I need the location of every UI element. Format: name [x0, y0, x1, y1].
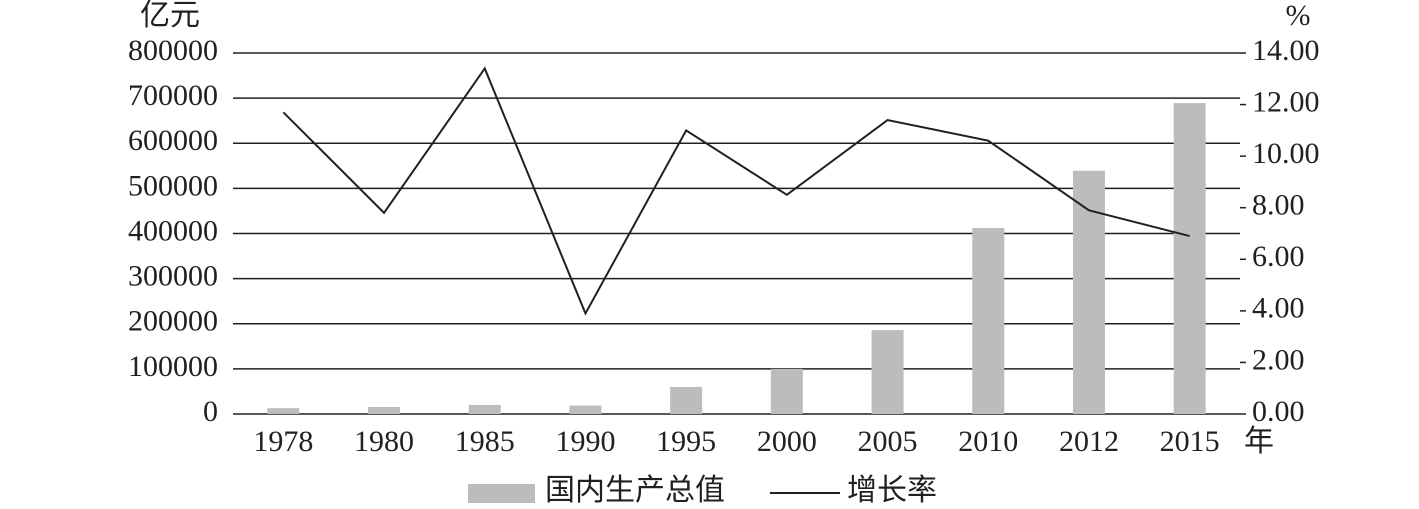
bar: [972, 228, 1005, 414]
x-tick-label: 2012: [1059, 425, 1119, 458]
y2-tick-label: 10.00: [1252, 137, 1320, 170]
legend-label: 国内生产总值: [545, 474, 725, 507]
x-tick-label: 1980: [354, 425, 414, 458]
x-tick-label: 2005: [858, 425, 918, 458]
x-tick-label: 1990: [555, 425, 615, 458]
y-tick-label: 400000: [128, 214, 218, 247]
y-unit: 亿元: [140, 0, 200, 32]
legend-swatch: [468, 484, 535, 503]
y-tick-label: 500000: [128, 169, 218, 202]
y2-tick-label: 4.00: [1252, 292, 1305, 325]
line: [282, 66, 1190, 316]
x-unit: 年: [1244, 425, 1274, 458]
y2-tick-label: 0.00: [1252, 395, 1305, 428]
bar: [871, 330, 904, 414]
bar: [569, 405, 602, 414]
y2-tick-label: 12.00: [1252, 85, 1320, 118]
x-tick-label: 1978: [253, 425, 313, 458]
y2-tick-label: 2.00: [1252, 343, 1305, 376]
bar: [267, 408, 300, 414]
legend-label: 增长率: [847, 474, 937, 507]
y-tick-label: 800000: [128, 34, 218, 67]
x-tick-label: 2015: [1160, 425, 1220, 458]
x-tick-label: 2000: [757, 425, 817, 458]
bar: [770, 368, 803, 414]
y-tick-label: 200000: [128, 305, 218, 338]
x-tick-label: 2010: [958, 425, 1018, 458]
bar: [1072, 170, 1105, 414]
bar: [368, 407, 401, 414]
y-tick-label: 0: [203, 395, 218, 428]
x-tick-label: 1995: [656, 425, 716, 458]
bar: [670, 386, 703, 414]
y2-tick-label: 8.00: [1252, 189, 1305, 222]
y2-tick-label: 14.00: [1252, 34, 1320, 67]
y2-unit: %: [1286, 0, 1311, 32]
y-tick-label: 300000: [128, 260, 218, 293]
y-tick-label: 600000: [128, 124, 218, 157]
bar: [1173, 103, 1206, 415]
y-tick-label: 700000: [128, 79, 218, 112]
bar: [468, 404, 501, 414]
x-tick-label: 1985: [455, 425, 515, 458]
y2-tick-label: 6.00: [1252, 240, 1305, 273]
y-tick-label: 100000: [128, 350, 218, 383]
